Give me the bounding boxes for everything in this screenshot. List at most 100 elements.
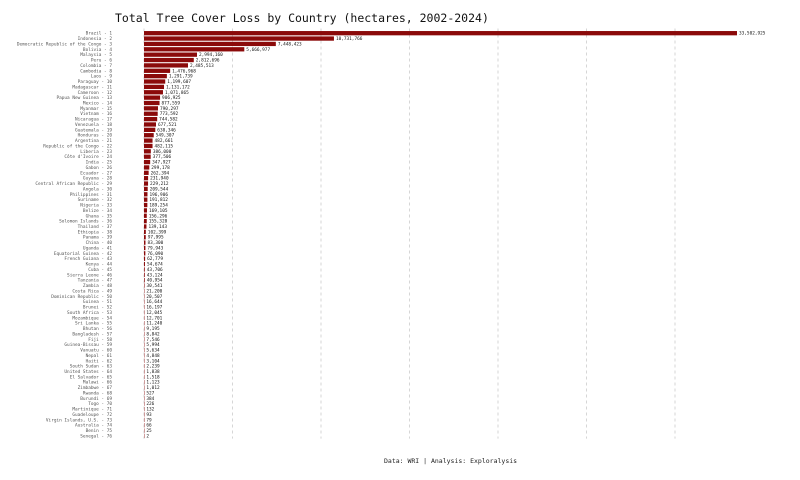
category-label: Honduras - 20 bbox=[78, 133, 113, 139]
category-label: Suriname - 32 bbox=[78, 197, 113, 203]
bar bbox=[144, 41, 276, 47]
source-note: Data: WRI | Analysis: Exploralysis bbox=[384, 457, 517, 465]
value-label: 156,296 bbox=[149, 213, 168, 219]
category-label: Nepal - 61 bbox=[86, 353, 113, 359]
category-label: Ecuador - 27 bbox=[80, 170, 112, 176]
category-label: Burundi - 69 bbox=[80, 396, 112, 402]
value-label: 11,240 bbox=[146, 321, 162, 327]
value-label: 191,812 bbox=[149, 197, 168, 203]
bar bbox=[144, 261, 145, 267]
value-label: 8,842 bbox=[146, 331, 160, 337]
category-label: Virgin Islands, U.S. - 73 bbox=[46, 417, 112, 423]
value-label: 384 bbox=[146, 396, 154, 402]
category-label: Laos - 9 bbox=[91, 74, 113, 80]
category-label: Republic of the Congo - 22 bbox=[43, 143, 112, 149]
bar bbox=[144, 79, 166, 84]
category-label: Senegal - 76 bbox=[80, 433, 112, 439]
bar bbox=[144, 138, 153, 143]
bar bbox=[144, 256, 146, 261]
value-label: 43,706 bbox=[147, 267, 163, 273]
category-label: Belize - 34 bbox=[83, 208, 112, 214]
value-label: 12,701 bbox=[146, 315, 162, 321]
value-label: 155,328 bbox=[149, 219, 168, 225]
value-label: 1,131,172 bbox=[166, 84, 190, 90]
value-label: 20,507 bbox=[146, 294, 162, 300]
category-label: El Salvador - 65 bbox=[70, 374, 113, 380]
bar bbox=[144, 224, 147, 229]
category-label: Argentina - 21 bbox=[75, 138, 112, 144]
value-label: 744,582 bbox=[159, 117, 178, 123]
category-label: Benin - 75 bbox=[86, 428, 113, 434]
value-label: 209,544 bbox=[150, 186, 169, 192]
value-label: 189,254 bbox=[149, 203, 168, 209]
value-label: 347,927 bbox=[152, 160, 171, 166]
category-label: Sierra Leone - 46 bbox=[67, 272, 112, 278]
value-label: 30,541 bbox=[147, 283, 163, 289]
value-label: 677,521 bbox=[158, 122, 177, 128]
bar bbox=[144, 235, 146, 240]
category-label: Panama - 39 bbox=[83, 235, 112, 241]
category-label: Philippines - 31 bbox=[70, 192, 113, 198]
bar bbox=[144, 181, 149, 186]
category-label: Sri Lanka - 55 bbox=[75, 321, 112, 327]
category-label: Zimbabwe - 67 bbox=[78, 385, 113, 391]
value-label: 226 bbox=[146, 401, 154, 407]
value-labels-group: 33,502,925 10,731,766 7,448,423 5,666,977 2,… bbox=[146, 31, 765, 440]
bar bbox=[144, 133, 154, 138]
bar bbox=[144, 251, 146, 256]
value-label: 1,476,968 bbox=[172, 68, 196, 74]
category-label: Vanuatu - 60 bbox=[80, 348, 112, 354]
bar bbox=[144, 116, 158, 122]
category-label: Paraguay - 10 bbox=[78, 79, 113, 85]
value-label: 906,925 bbox=[162, 95, 181, 101]
bar bbox=[144, 218, 147, 224]
category-label: Peru - 6 bbox=[91, 58, 113, 64]
value-label: 33,502,925 bbox=[739, 31, 766, 37]
value-label: 79,943 bbox=[147, 245, 163, 251]
category-label: Haiti - 62 bbox=[86, 358, 113, 364]
category-label: Brunei - 52 bbox=[83, 305, 112, 311]
category-label: Cambodia - 8 bbox=[80, 68, 112, 74]
value-label: 3,104 bbox=[146, 358, 160, 364]
category-label: Equatorial Guinea - 42 bbox=[54, 251, 113, 257]
category-label: Côte d'Ivoire - 24 bbox=[64, 153, 112, 160]
value-label: 482,115 bbox=[155, 143, 174, 149]
value-label: 1,838 bbox=[146, 369, 160, 375]
bar bbox=[144, 84, 165, 90]
category-label: Central African Republic - 29 bbox=[35, 181, 112, 187]
category-label: Madagascar - 11 bbox=[72, 84, 112, 90]
bar bbox=[144, 63, 188, 68]
category-label: Brazil - 1 bbox=[86, 31, 113, 37]
category-label: Bhutan - 56 bbox=[83, 326, 112, 332]
value-label: 4,848 bbox=[146, 353, 160, 359]
value-label: 139,143 bbox=[148, 224, 167, 230]
value-label: 16,644 bbox=[146, 299, 162, 305]
category-label: Vietnam - 16 bbox=[80, 111, 112, 117]
bar bbox=[144, 267, 145, 272]
bars-group bbox=[144, 31, 737, 439]
category-label: Cameroon - 12 bbox=[78, 90, 113, 96]
bar bbox=[144, 36, 334, 41]
category-label: Nigeria - 33 bbox=[80, 203, 112, 209]
bar bbox=[144, 31, 737, 36]
value-label: 2,994,160 bbox=[199, 52, 223, 58]
value-label: 549,307 bbox=[156, 133, 175, 139]
category-label: Cuba - 45 bbox=[88, 267, 112, 273]
bar bbox=[144, 73, 167, 79]
category-label: Solomon Islands - 36 bbox=[59, 219, 112, 225]
value-label: 482,661 bbox=[155, 138, 174, 144]
value-label: 2,485,513 bbox=[190, 63, 214, 69]
value-label: 1,291,739 bbox=[169, 74, 193, 80]
bar bbox=[144, 90, 163, 95]
category-label: Papua New Guinea - 13 bbox=[56, 95, 112, 101]
bar bbox=[144, 159, 151, 165]
value-label: 1,518 bbox=[146, 374, 160, 380]
value-label: 83,300 bbox=[147, 240, 163, 246]
value-label: 21,200 bbox=[146, 288, 162, 294]
category-label: Mozambique - 54 bbox=[72, 315, 112, 321]
chart-title: Total Tree Cover Loss by Country (hectar… bbox=[115, 11, 489, 25]
value-label: 1,123 bbox=[146, 380, 160, 386]
category-label: Ghana - 35 bbox=[86, 213, 113, 219]
value-label: 2 bbox=[146, 433, 149, 439]
